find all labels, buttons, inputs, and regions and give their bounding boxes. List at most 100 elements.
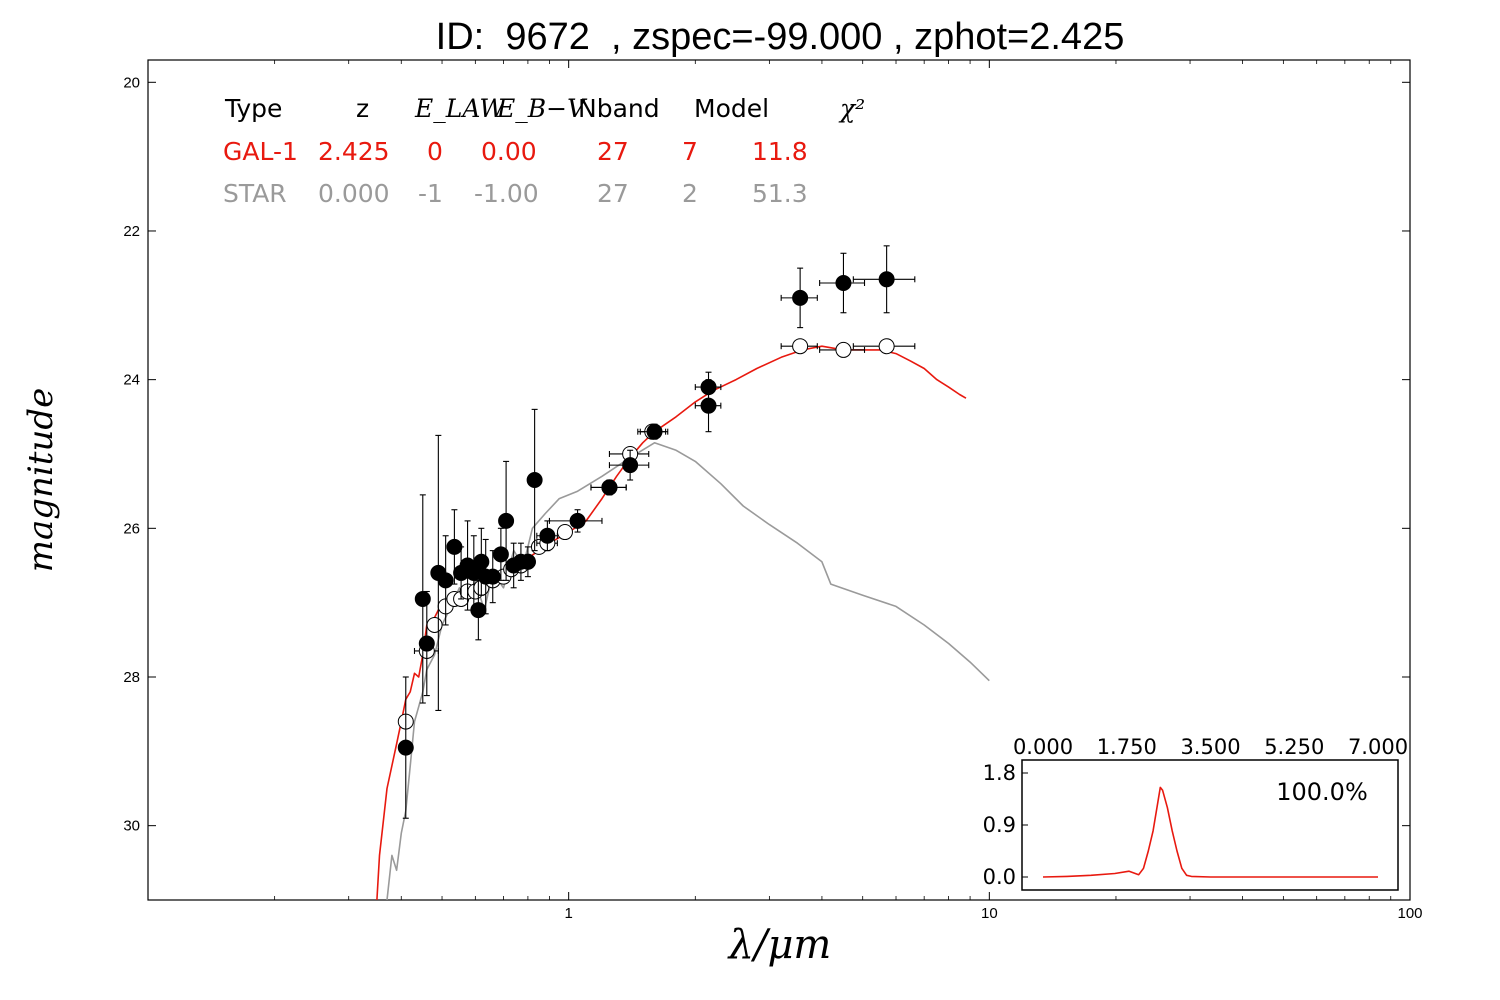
observed-marker: [792, 289, 809, 306]
inset-x-tick-label: 3.500: [1180, 735, 1240, 759]
observed-marker: [473, 553, 490, 570]
star-ebv: -1.00: [474, 179, 539, 208]
star-chi2: 51.3: [752, 179, 808, 208]
observed-marker: [700, 397, 717, 414]
pdz-inset: 0.000 1.750 3.500 5.250 7.000 1.8 0.9 0.0 100.0…: [983, 735, 1408, 891]
observed-marker: [470, 602, 487, 619]
model-marker: [556, 524, 573, 541]
observed-point: [418, 590, 435, 697]
pdz-curve: [1042, 786, 1378, 878]
model-point: [852, 338, 916, 355]
star-z: 0.000: [318, 179, 390, 208]
inset-axis-ticks: 0.000 1.750 3.500 5.250 7.000 1.8 0.9 0.0: [983, 735, 1408, 889]
gal-z: 2.425: [318, 137, 390, 166]
observed-point: [590, 479, 627, 496]
observed-marker: [835, 275, 852, 292]
page-title: ID: 9672 , zspec=-99.000 , zphot=2.425: [435, 16, 1125, 58]
inset-background: [1021, 759, 1399, 891]
observed-point: [519, 546, 536, 578]
observed-marker: [569, 512, 586, 529]
star-template-line: [386, 441, 990, 900]
x-tick-label: 100: [1397, 905, 1422, 922]
x-axis-label: λ/μm: [727, 922, 832, 968]
star-type: STAR: [223, 179, 287, 208]
model-point: [780, 338, 818, 355]
y-tick-label: 20: [123, 74, 140, 91]
fit-table: Type z E_LAW E_B−V Nband Model χ² GAL-1 …: [223, 94, 865, 208]
observed-point: [470, 579, 487, 641]
table-header-ebv: E_B−V: [496, 94, 588, 123]
model-point: [556, 524, 573, 541]
observed-point: [536, 520, 558, 552]
main-plot-frame: [147, 59, 1411, 901]
observed-marker: [492, 546, 509, 563]
y-axis-label: magnitude: [21, 388, 61, 573]
observed-marker: [397, 739, 414, 756]
observed-marker: [418, 635, 435, 652]
observed-point: [639, 423, 669, 440]
inset-x-tick-label: 0.000: [1013, 735, 1073, 759]
observed-point: [694, 379, 722, 433]
gal-elaw: 0: [427, 137, 443, 166]
observed-point: [473, 527, 490, 596]
sed-lines: [376, 345, 990, 900]
model-point: [819, 341, 866, 358]
gal-nband: 27: [597, 137, 629, 166]
observed-marker: [601, 479, 618, 496]
observed-marker: [498, 512, 515, 529]
observed-point: [414, 494, 431, 704]
star-elaw: -1: [418, 179, 443, 208]
inset-x-tick-label: 7.000: [1348, 735, 1408, 759]
photometry-points: [397, 245, 916, 819]
observed-marker: [622, 457, 639, 474]
observed-point: [437, 535, 454, 626]
star-model: 2: [682, 179, 698, 208]
table-header-nband: Nband: [578, 94, 660, 123]
observed-point: [548, 509, 603, 533]
observed-point: [397, 676, 414, 819]
observed-marker: [519, 553, 536, 570]
observed-point: [780, 267, 818, 329]
observed-point: [492, 527, 509, 581]
y-tick-label: 30: [123, 818, 140, 835]
table-header-type: Type: [224, 94, 282, 123]
inset-y-tick-label: 0.0: [983, 865, 1016, 889]
x-tick-label: 10: [981, 905, 998, 922]
y-tick-label: 24: [123, 372, 140, 389]
observed-point: [852, 245, 916, 314]
observed-point: [608, 449, 650, 481]
observed-marker: [526, 472, 543, 488]
galaxy-template-line: [376, 345, 967, 900]
table-header-elaw: E_LAW: [414, 94, 507, 123]
observed-marker: [484, 568, 501, 585]
gal-type: GAL-1: [223, 137, 298, 166]
model-marker: [426, 616, 443, 633]
observed-point: [484, 550, 501, 604]
gal-model: 7: [682, 137, 698, 166]
observed-marker: [878, 271, 895, 288]
inset-x-tick-label: 1.750: [1097, 735, 1157, 759]
inset-y-tick-label: 1.8: [983, 761, 1016, 785]
y-tick-label: 26: [123, 520, 140, 537]
table-header-model: Model: [694, 94, 769, 123]
inset-x-tick-label: 5.250: [1264, 735, 1324, 759]
x-tick-label: 1: [564, 905, 572, 922]
table-header-chi2: χ²: [838, 94, 865, 123]
observed-marker: [437, 572, 454, 589]
model-point: [426, 616, 443, 633]
star-nband: 27: [597, 179, 629, 208]
observed-point: [498, 460, 515, 581]
gal-chi2: 11.8: [752, 137, 808, 166]
observed-marker: [539, 527, 556, 544]
model-marker: [835, 341, 852, 358]
observed-marker: [646, 423, 663, 440]
gal-ebv: 0.00: [481, 137, 537, 166]
pdz-line: [1042, 786, 1378, 878]
observed-marker: [414, 590, 431, 607]
table-header-z: z: [356, 94, 369, 123]
y-tick-label: 22: [123, 223, 140, 240]
observed-point: [819, 252, 866, 314]
y-tick-label: 28: [123, 669, 140, 686]
